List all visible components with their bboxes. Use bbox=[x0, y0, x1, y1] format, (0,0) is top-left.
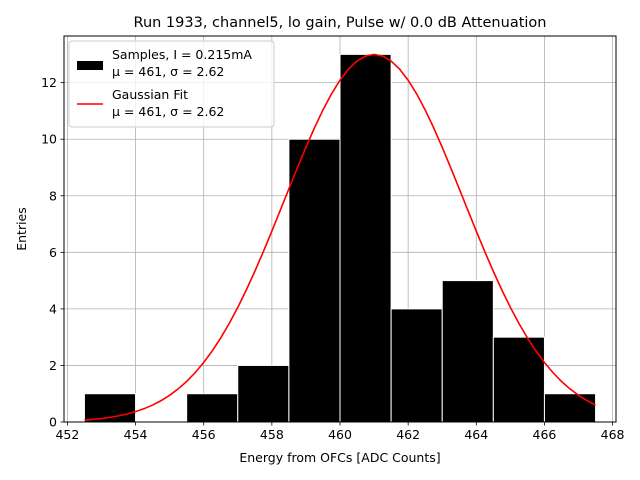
x-tick-label: 466 bbox=[533, 427, 557, 442]
x-tick-label: 458 bbox=[260, 427, 284, 442]
histogram-bar bbox=[288, 138, 341, 423]
legend-box bbox=[68, 40, 275, 128]
y-tick-label: 6 bbox=[49, 245, 57, 260]
gaussian-fit-line bbox=[84, 53, 596, 421]
y-tick-label: 8 bbox=[49, 188, 57, 203]
y-axis-label: Entries bbox=[14, 207, 29, 251]
x-axis-label: Energy from OFCs [ADC Counts] bbox=[239, 450, 440, 465]
x-tick-label: 462 bbox=[396, 427, 420, 442]
x-axis-ticks: 452 454 456 458 460 462 464 466 468 bbox=[55, 422, 625, 442]
histogram-bar bbox=[492, 336, 545, 423]
legend-label-fit: Gaussian Fit bbox=[112, 87, 188, 102]
legend-label-samples: Samples, I = 0.215mA bbox=[112, 47, 252, 62]
y-tick-label: 0 bbox=[49, 415, 57, 430]
histogram-bars bbox=[83, 53, 597, 423]
y-tick-label: 2 bbox=[49, 358, 57, 373]
legend: Samples, I = 0.215mA μ = 461, σ = 2.62 G… bbox=[68, 40, 275, 128]
x-tick-label: 454 bbox=[124, 427, 148, 442]
x-tick-label: 452 bbox=[55, 427, 79, 442]
x-tick-label: 468 bbox=[601, 427, 625, 442]
x-tick-label: 464 bbox=[464, 427, 488, 442]
histogram-bar bbox=[390, 308, 443, 423]
y-tick-label: 4 bbox=[49, 301, 57, 316]
legend-swatch-samples bbox=[77, 61, 103, 70]
y-tick-label: 12 bbox=[41, 75, 57, 90]
chart-title: Run 1933, channel5, lo gain, Pulse w/ 0.… bbox=[134, 15, 547, 31]
legend-stats-fit: μ = 461, σ = 2.62 bbox=[112, 104, 224, 119]
histogram-bar bbox=[237, 364, 290, 423]
legend-stats-samples: μ = 461, σ = 2.62 bbox=[112, 64, 224, 79]
histogram-bar bbox=[186, 393, 239, 423]
histogram-bar bbox=[543, 393, 597, 423]
histogram-bar bbox=[441, 280, 494, 423]
x-tick-label: 456 bbox=[192, 427, 216, 442]
y-axis-ticks: 0 2 4 6 8 10 12 bbox=[41, 75, 64, 430]
histogram-bar bbox=[339, 53, 392, 423]
y-tick-label: 10 bbox=[41, 132, 57, 147]
x-tick-label: 460 bbox=[328, 427, 352, 442]
